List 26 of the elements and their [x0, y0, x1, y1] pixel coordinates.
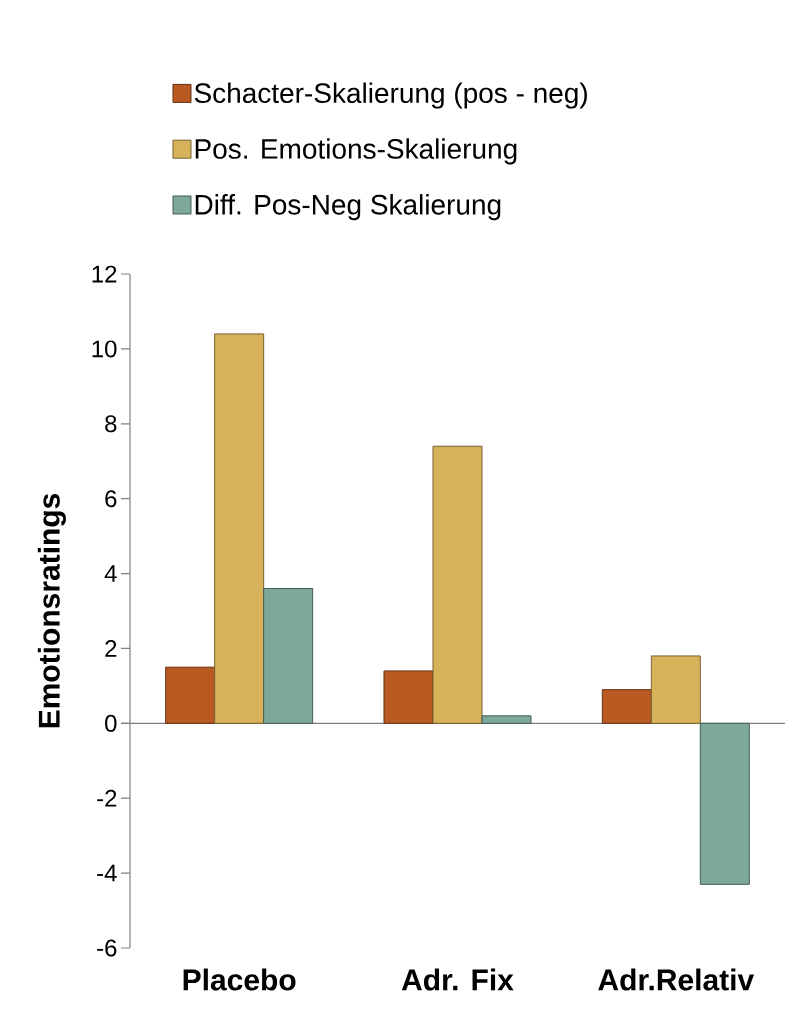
y-tick-label: 6 [105, 490, 117, 508]
y-tick-label: 0 [105, 714, 117, 732]
bar [432, 445, 483, 724]
bar [263, 588, 314, 724]
y-axis-title: Emotionsratings [37, 493, 66, 728]
x-tick-label: Adr. Fix [401, 968, 514, 991]
bar [383, 670, 434, 724]
y-tick-label: -6 [97, 939, 117, 957]
y-tick-label: 4 [104, 565, 117, 582]
y-tick-label: 12 [92, 265, 117, 283]
bar [601, 689, 652, 724]
legend-label: Schacter-Skalierung (pos - neg) [194, 82, 587, 109]
y-tick-label: 10 [92, 340, 117, 358]
x-tick-label: Adr.Relativ [598, 968, 755, 991]
y-tick-label: 2 [105, 640, 117, 657]
legend-label: Diff. Pos-Neg Skalierung [195, 194, 501, 221]
bar [481, 715, 532, 724]
bar [699, 722, 750, 885]
bar [214, 333, 265, 724]
x-tick-label: Placebo [183, 968, 296, 991]
legend-label: Pos. Emotions-Skalierung [195, 138, 517, 165]
bar [165, 666, 216, 724]
bar [650, 655, 701, 724]
y-tick-label: 8 [105, 415, 117, 433]
y-tick-label: -4 [97, 864, 117, 882]
y-tick-label: -2 [97, 789, 117, 807]
